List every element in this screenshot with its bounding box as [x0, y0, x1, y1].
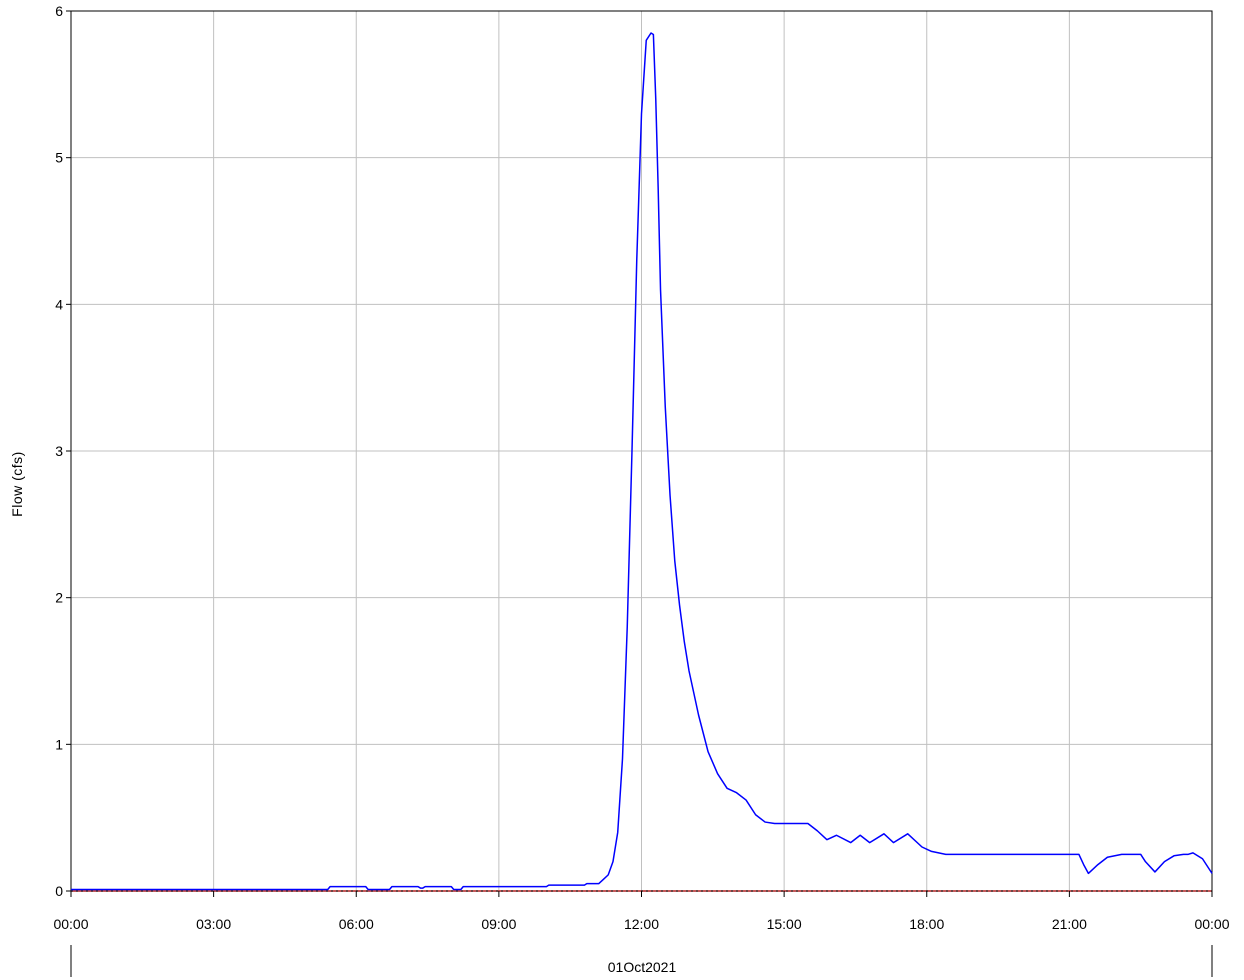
- y-tick-label: 4: [55, 296, 63, 312]
- x-tick-label: 15:00: [767, 916, 802, 932]
- x-tick-label: 18:00: [909, 916, 944, 932]
- y-tick-label: 2: [55, 590, 63, 606]
- x-axis-date-label: 01Oct2021: [608, 959, 677, 975]
- grid-lines: [71, 11, 1212, 891]
- x-axis-ticks: 00:00 03:00 06:00 09:00 12:00 15:00 18:00 21:00…: [53, 891, 1230, 932]
- y-tick-label: 0: [55, 883, 63, 899]
- flow-series-line: [71, 32, 1213, 891]
- x-tick-label: 00:00: [1194, 916, 1229, 932]
- x-tick-label: 03:00: [196, 916, 231, 932]
- x-tick-label: 06:00: [339, 916, 374, 932]
- x-tick-label: 21:00: [1052, 916, 1087, 932]
- y-tick-label: 5: [55, 150, 63, 166]
- x-tick-label: 12:00: [624, 916, 659, 932]
- y-tick-label: 3: [55, 443, 63, 459]
- x-tick-label: 00:00: [53, 916, 88, 932]
- y-tick-label: 1: [55, 736, 63, 752]
- y-tick-label: 6: [55, 3, 63, 19]
- y-axis-title: Flow (cfs): [9, 451, 25, 517]
- y-axis-ticks: 0 1 2 3 4 5 6: [55, 3, 71, 899]
- x-tick-label: 09:00: [481, 916, 516, 932]
- series-group: [71, 32, 1213, 891]
